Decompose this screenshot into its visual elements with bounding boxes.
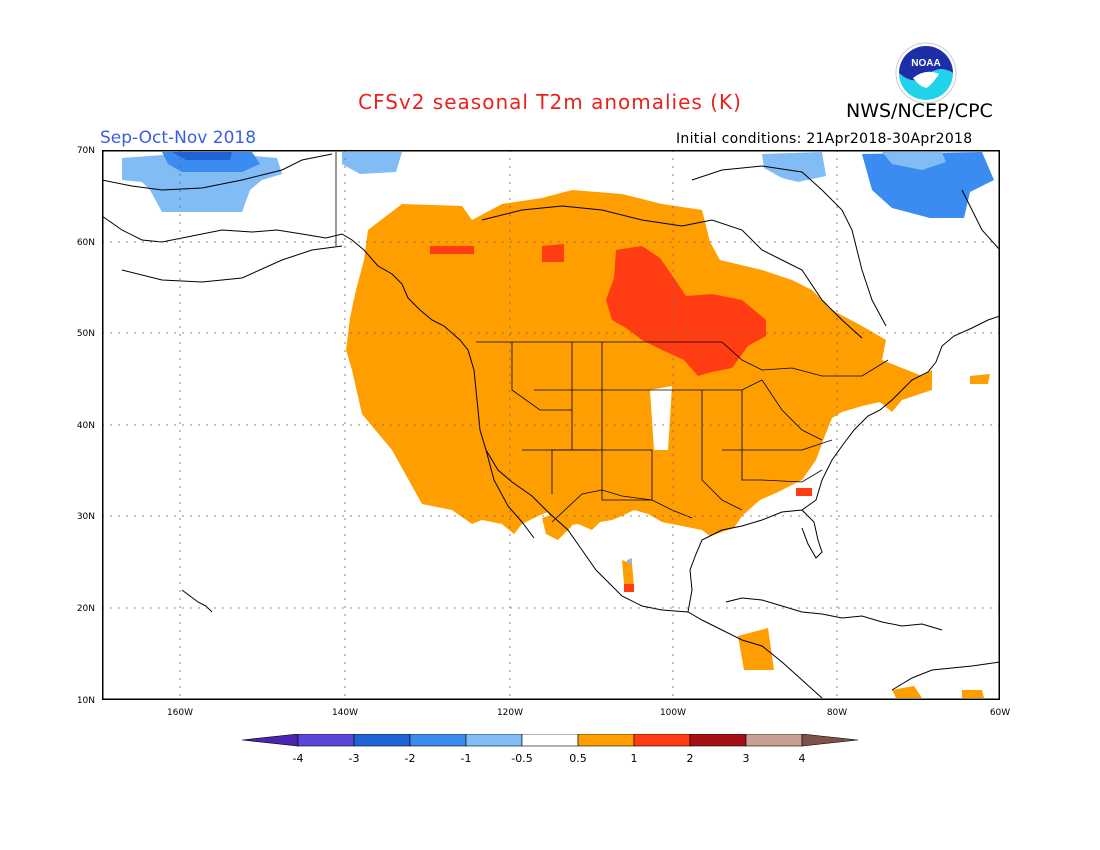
colorbar-arrow-low [241,734,299,747]
initial-conditions-label: Initial conditions: 21Apr2018-30Apr2018 [676,131,973,147]
map-title: CFSv2 seasonal T2m anomalies (K) [358,90,742,114]
political-borders [335,152,889,523]
colorbar-swatch [521,734,579,747]
warm-anomaly-regions [346,190,990,698]
logo-text: NOAA [911,58,940,69]
map-frame [102,150,1000,700]
strong-warm-anomaly-regions [430,244,812,592]
colorbar: -4 -3 -2 -1 -0.5 0.5 1 2 3 4 [241,734,859,765]
colorbar-label: 4 [799,752,806,765]
lat-label: 70N [77,146,95,156]
colorbar-label: -2 [405,752,416,765]
lon-label: 160W [167,708,193,718]
colorbar-label: 0.5 [569,752,587,765]
lon-label: 140W [332,708,358,718]
colorbar-swatch [409,734,467,747]
cold-anomaly-regions [122,152,994,566]
noaa-logo: NOAA [895,42,957,104]
colorbar-swatch [465,734,523,747]
colorbar-swatch [353,734,411,747]
colorbar-label: 3 [743,752,750,765]
lat-label: 50N [77,329,95,339]
coastlines [102,153,1000,699]
colorbar-swatch [689,734,747,747]
colorbar-label: 2 [687,752,694,765]
season-label: Sep-Oct-Nov 2018 [100,128,257,148]
organization-label: NWS/NCEP/CPC [846,100,993,122]
colorbar-label: -3 [349,752,360,765]
colorbar-arrow-high [801,734,859,747]
colorbar-swatches [241,734,859,747]
colorbar-label: -4 [293,752,304,765]
lon-label: 120W [497,708,523,718]
colorbar-swatch [633,734,691,747]
colorbar-swatch [577,734,635,747]
lon-label: 80W [827,708,847,718]
lon-label: 60W [990,708,1010,718]
axis-labels: 70N 60N 50N 40N 30N 20N 10N 160W 140W 12… [77,146,1010,718]
colorbar-swatch [745,734,803,747]
lat-label: 10N [77,696,95,706]
lat-label: 60N [77,238,95,248]
lon-label: 100W [660,708,686,718]
colorbar-label: 1 [631,752,638,765]
lat-label: 30N [77,512,95,522]
lat-label: 20N [77,604,95,614]
colorbar-label: -1 [461,752,472,765]
lat-label: 40N [77,421,95,431]
colorbar-label: -0.5 [511,752,532,765]
anomaly-map [102,150,1000,700]
graticule [102,150,1000,700]
colorbar-swatch [297,734,355,747]
